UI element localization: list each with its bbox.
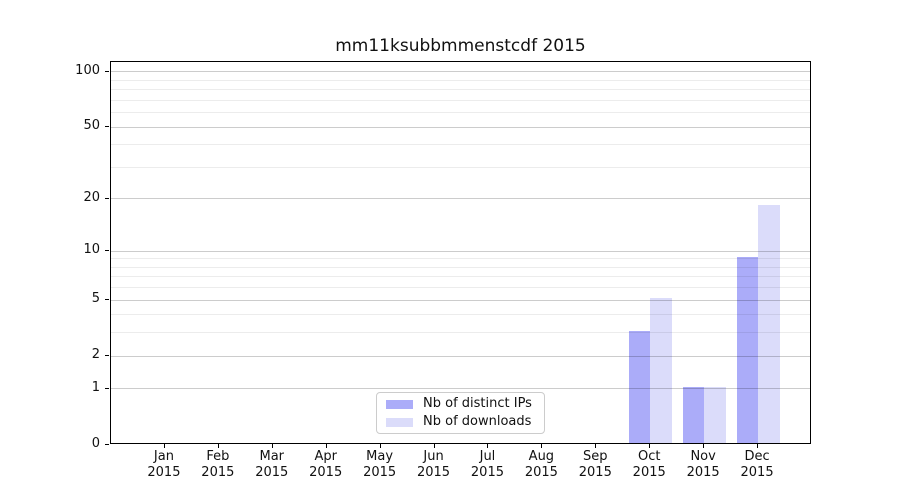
y-tick-label-0: 0 [91, 436, 100, 451]
x-tick-label-jun-2015: Jun 2015 [416, 449, 451, 480]
gridline-20 [111, 198, 810, 200]
gridline-30 [111, 166, 810, 168]
legend-item-distinct-ips: Nb of distinct IPs [386, 397, 544, 411]
gridline-2 [111, 355, 810, 357]
x-axis-tick-feb [217, 444, 219, 448]
gridline-4 [111, 314, 810, 316]
x-axis-tick-mar [271, 444, 273, 448]
legend-swatch-downloads-icon [386, 417, 413, 427]
y-axis-tick-2 [105, 355, 109, 357]
x-axis-tick-jun [433, 444, 435, 448]
legend-swatch-distinct-ips-icon [386, 399, 413, 409]
legend: Nb of distinct IPs Nb of downloads [376, 392, 545, 434]
gridline-40 [111, 144, 810, 146]
x-axis-tick-aug [541, 444, 543, 448]
gridline-1 [111, 388, 810, 390]
y-tick-label-2: 2 [91, 347, 100, 363]
legend-label-distinct-ips: Nb of distinct IPs [423, 396, 532, 411]
x-tick-label-feb-2015: Feb 2015 [201, 449, 235, 480]
y-tick-label-10: 10 [83, 242, 100, 258]
y-axis-tick-10 [105, 250, 109, 252]
y-tick-label-50: 50 [83, 118, 100, 134]
gridline-8 [111, 266, 810, 268]
bar-nb-of-distinct-ips-nov [682, 386, 705, 443]
gridline-100 [111, 71, 810, 73]
x-axis-tick-dec [757, 444, 759, 448]
y-axis-tick-20 [105, 197, 109, 199]
y-tick-label-100: 100 [75, 62, 100, 78]
y-axis-tick-100 [105, 70, 109, 72]
y-tick-label-1: 1 [91, 379, 100, 395]
legend-item-downloads: Nb of downloads [386, 415, 544, 429]
x-tick-label-may-2015: May 2015 [363, 449, 397, 480]
x-tick-label-dec-2015: Dec 2015 [740, 449, 774, 480]
x-axis-tick-jan [163, 444, 165, 448]
gridline-6 [111, 287, 810, 289]
y-tick-label-20: 20 [83, 189, 100, 205]
gridline-70 [111, 99, 810, 101]
gridline-5 [111, 299, 810, 301]
x-tick-label-oct-2015: Oct 2015 [632, 449, 666, 480]
x-tick-label-mar-2015: Mar 2015 [255, 449, 289, 480]
gridline-9 [111, 258, 810, 260]
x-axis-tick-apr [325, 444, 327, 448]
y-axis-tick-1 [105, 387, 109, 389]
y-axis-tick-5 [105, 299, 109, 301]
chart-title: mm11ksubbmmenstcdf 2015 [335, 36, 586, 56]
legend-label-downloads: Nb of downloads [423, 414, 532, 429]
bar-nb-of-downloads-dec [758, 204, 780, 443]
x-tick-label-sep-2015: Sep 2015 [578, 449, 612, 480]
x-tick-label-nov-2015: Nov 2015 [686, 449, 720, 480]
bar-nb-of-downloads-oct [650, 298, 672, 443]
bar-nb-of-downloads-nov [704, 386, 726, 443]
gridline-10 [111, 250, 810, 252]
gridline-80 [111, 89, 810, 91]
x-tick-label-jan-2015: Jan 2015 [147, 449, 181, 480]
x-axis-tick-oct [649, 444, 651, 448]
gridline-50 [111, 126, 810, 128]
gridline-7 [111, 276, 810, 278]
x-tick-label-aug-2015: Aug 2015 [524, 449, 558, 480]
x-axis-tick-nov [703, 444, 705, 448]
plot-area [110, 61, 811, 444]
gridline-90 [111, 79, 810, 81]
gridline-60 [111, 112, 810, 114]
y-axis-tick-50 [105, 126, 109, 128]
x-axis-tick-may [379, 444, 381, 448]
bar-nb-of-distinct-ips-dec [736, 256, 759, 443]
y-tick-label-5: 5 [91, 291, 100, 307]
x-axis-tick-jul [487, 444, 489, 448]
x-axis-tick-sep [595, 444, 597, 448]
x-tick-label-apr-2015: Apr 2015 [309, 449, 343, 480]
gridline-3 [111, 332, 810, 334]
x-tick-label-jul-2015: Jul 2015 [470, 449, 504, 480]
bar-nb-of-distinct-ips-oct [628, 330, 651, 443]
y-axis-tick-0 [105, 444, 109, 445]
